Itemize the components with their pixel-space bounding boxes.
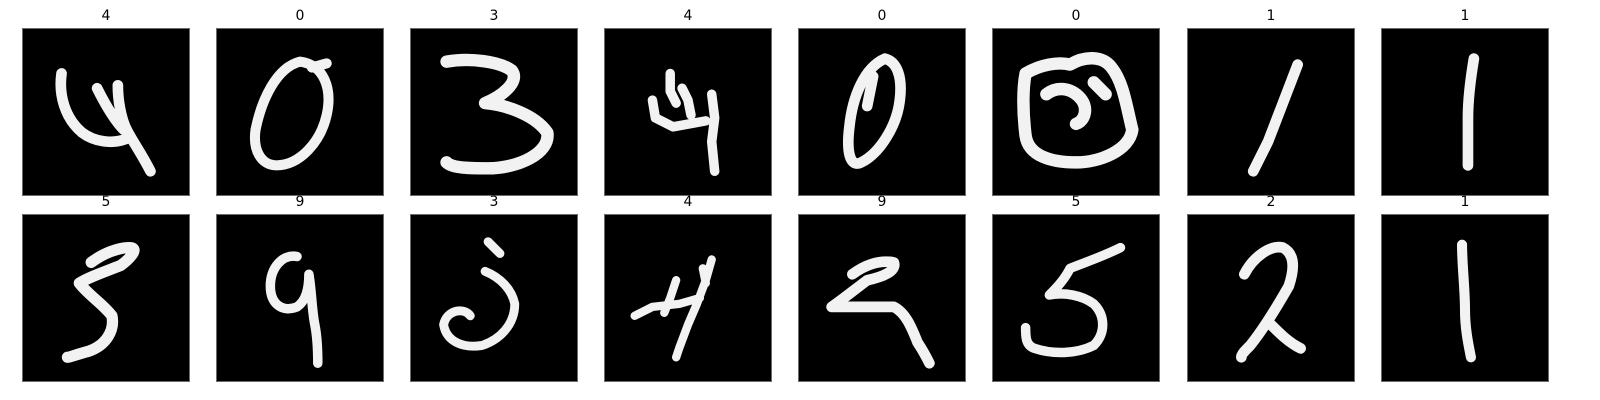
digit-image: [798, 28, 966, 196]
digit-label: 3: [489, 8, 499, 24]
digit-label: 0: [1071, 8, 1081, 24]
digit-cell: 1: [1381, 6, 1549, 198]
digit-cell: 9: [216, 192, 384, 384]
digit-image: [216, 28, 384, 196]
digit-cell: 0: [216, 6, 384, 198]
digit-label: 0: [295, 8, 305, 24]
digit-image: [1381, 214, 1549, 382]
digit-label: 1: [1266, 8, 1276, 24]
digit-cell: 5: [992, 192, 1160, 384]
digit-cell: 5: [22, 192, 190, 384]
digit-cell: 3: [410, 192, 578, 384]
digit-cell: 3: [410, 6, 578, 198]
digit-label: 3: [489, 194, 499, 210]
digit-image: [1187, 214, 1355, 382]
digit-image: [798, 214, 966, 382]
digit-label: 4: [683, 194, 693, 210]
digit-label: 0: [877, 8, 887, 24]
digit-cell: 4: [604, 192, 772, 384]
digit-cell: 0: [992, 6, 1160, 198]
digit-image: [22, 214, 190, 382]
digit-image: [410, 214, 578, 382]
digit-label: 9: [877, 194, 887, 210]
digit-label: 1: [1460, 8, 1470, 24]
digit-image: [410, 28, 578, 196]
digit-image: [604, 214, 772, 382]
digit-label: 4: [683, 8, 693, 24]
digit-label: 5: [101, 194, 111, 210]
digit-cell: 1: [1381, 192, 1549, 384]
digit-image: [1381, 28, 1549, 196]
digit-cell: 4: [604, 6, 772, 198]
digit-cell: 4: [22, 6, 190, 198]
digit-image: [1187, 28, 1355, 196]
digit-cell: 0: [798, 6, 966, 198]
digit-cell: 9: [798, 192, 966, 384]
digit-label: 9: [295, 194, 305, 210]
digit-image: [992, 28, 1160, 196]
digit-cell: 2: [1187, 192, 1355, 384]
digit-image: [992, 214, 1160, 382]
digit-image: [216, 214, 384, 382]
digit-image: [22, 28, 190, 196]
digit-label: 2: [1266, 194, 1276, 210]
digit-label: 1: [1460, 194, 1470, 210]
digit-image: [604, 28, 772, 196]
digit-label: 4: [101, 8, 111, 24]
digit-cell: 1: [1187, 6, 1355, 198]
digit-label: 5: [1071, 194, 1081, 210]
